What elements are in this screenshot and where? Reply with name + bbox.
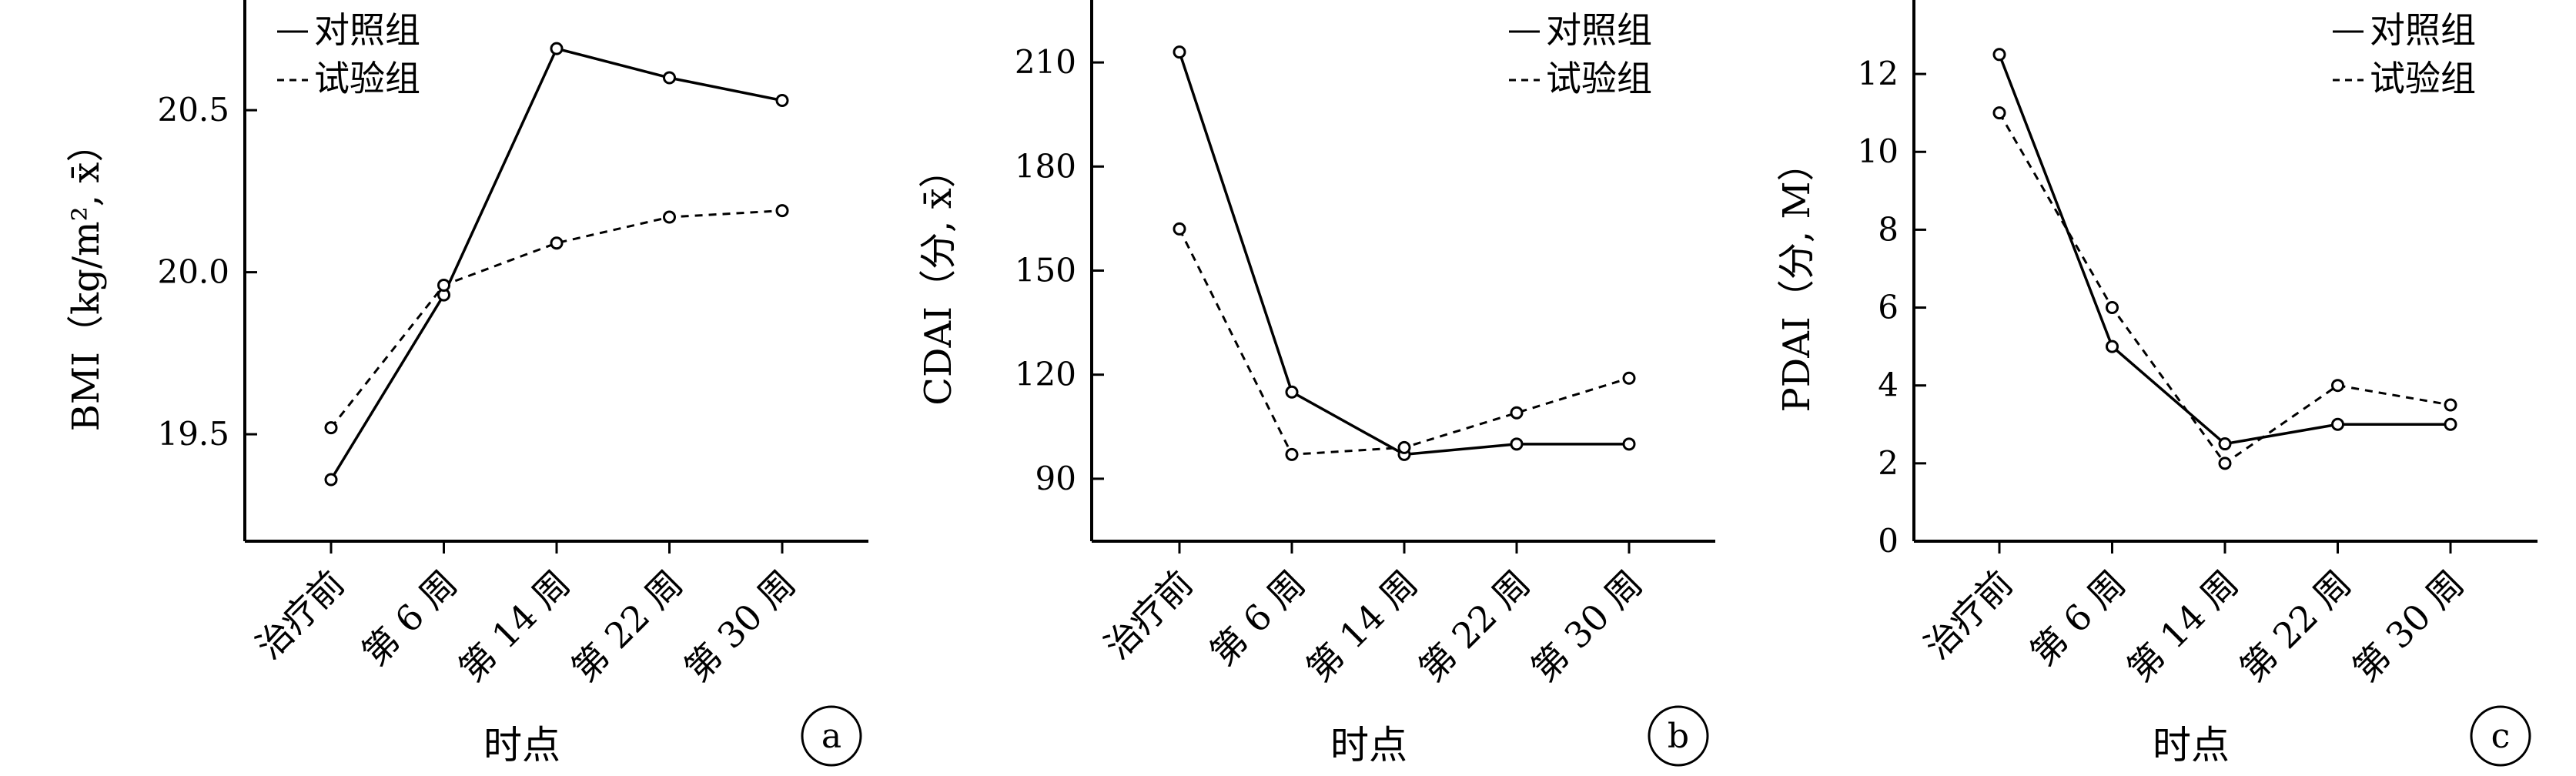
data-point [1992, 106, 2006, 120]
panel-label: a [821, 717, 841, 756]
data-point [2331, 379, 2344, 393]
data-point [1173, 45, 1186, 59]
x-tick-label: 第 14 周 [450, 563, 577, 690]
series-line-1 [1998, 54, 2451, 446]
x-tick-label: 第 22 周 [564, 563, 691, 690]
x-tick-label: 第 14 周 [2119, 563, 2246, 690]
data-point [550, 236, 564, 250]
x-tick-label: 第 6 周 [1202, 563, 1313, 674]
data-point [663, 71, 676, 85]
y-tick-label: 210 [1015, 43, 1076, 81]
y-tick-label: 19.5 [157, 415, 229, 453]
y-tick-label: 90 [1035, 460, 1076, 497]
x-axis-label: 时点 [2153, 723, 2230, 768]
data-point [1622, 371, 1636, 385]
panel-label: b [1668, 717, 1689, 756]
y-axis-label: CDAI（分, x̄） [917, 151, 960, 405]
data-point [775, 93, 789, 107]
y-tick-label: 8 [1878, 210, 1899, 248]
legend-label: 对照组 [314, 9, 420, 51]
x-tick-label: 第 30 周 [2344, 563, 2471, 690]
y-tick-label: 150 [1015, 252, 1076, 289]
data-point [2218, 457, 2232, 470]
y-tick-label: 12 [1858, 55, 1899, 92]
legend-label: 试验组 [1546, 58, 1652, 99]
data-point [324, 473, 338, 487]
data-point [2444, 398, 2457, 412]
data-point [324, 421, 338, 435]
y-tick-label: 120 [1015, 356, 1076, 393]
y-axis-label: BMI（kg/m², x̄） [65, 125, 108, 432]
data-point [2106, 340, 2119, 353]
chart-panel-b: 90 120 150 180 210 治疗前第 6 周第 14 周第 22 周第 30 周… [917, 0, 1715, 768]
y-tick-label: 20.5 [157, 91, 229, 129]
x-tick-label: 第 6 周 [2022, 563, 2134, 674]
data-point [2106, 301, 2119, 315]
panel-label-circle [2470, 705, 2531, 767]
series-line-1 [330, 47, 783, 480]
series-line-2 [1178, 228, 1630, 456]
panel-label-circle [801, 705, 862, 767]
chart-panel-a: 19.5 20.0 20.5 治疗前第 6 周第 14 周第 22 周第 30 周 BM… [65, 0, 868, 768]
y-tick-label: 2 [1878, 444, 1899, 482]
data-point [1510, 406, 1524, 420]
data-point [2444, 417, 2457, 431]
series-line-1 [1178, 52, 1629, 457]
y-axis-label: PDAI（分, M） [1775, 144, 1818, 412]
y-tick-label: 20.0 [157, 253, 229, 291]
data-point [2331, 417, 2344, 431]
data-point [1173, 222, 1186, 236]
legend-label: 试验组 [314, 58, 420, 99]
panel-label-circle [1648, 705, 1709, 767]
x-tick-label: 治疗前 [1916, 563, 2021, 667]
data-point [1622, 437, 1636, 451]
x-axis-label: 时点 [483, 723, 560, 768]
data-point [663, 210, 676, 224]
x-tick-label: 治疗前 [248, 563, 353, 667]
data-point [2218, 437, 2232, 451]
legend-label: 试验组 [2370, 58, 2476, 99]
y-tick-label: 4 [1878, 366, 1899, 404]
x-tick-label: 第 6 周 [354, 563, 466, 674]
x-axis-label: 时点 [1330, 723, 1407, 768]
x-tick-label: 第 30 周 [676, 563, 803, 690]
x-tick-label: 第 30 周 [1523, 563, 1650, 690]
data-point [1510, 437, 1524, 451]
data-point [550, 42, 564, 55]
y-tick-label: 10 [1858, 132, 1899, 170]
y-tick-label: 0 [1878, 522, 1899, 560]
series-line-2 [1998, 112, 2451, 465]
data-point [1285, 385, 1299, 399]
data-point [1992, 48, 2006, 62]
x-tick-label: 第 22 周 [2232, 563, 2359, 690]
y-tick-label: 180 [1015, 147, 1076, 185]
chart-panel-c: 0 2 4 6 8 10 12 治疗前第 6 周第 14 周第 22 周第 30 周 PDAI（… [1775, 0, 2538, 768]
y-tick-label: 6 [1878, 289, 1899, 326]
x-tick-label: 第 14 周 [1298, 563, 1425, 690]
legend-label: 对照组 [2370, 9, 2476, 51]
panel-label: c [2491, 717, 2511, 756]
data-point [1285, 447, 1299, 461]
data-point [1397, 440, 1411, 454]
x-tick-label: 治疗前 [1096, 563, 1201, 667]
data-point [775, 204, 789, 218]
data-point [437, 278, 450, 292]
x-tick-label: 第 22 周 [1410, 563, 1537, 690]
legend-label: 对照组 [1546, 9, 1652, 51]
